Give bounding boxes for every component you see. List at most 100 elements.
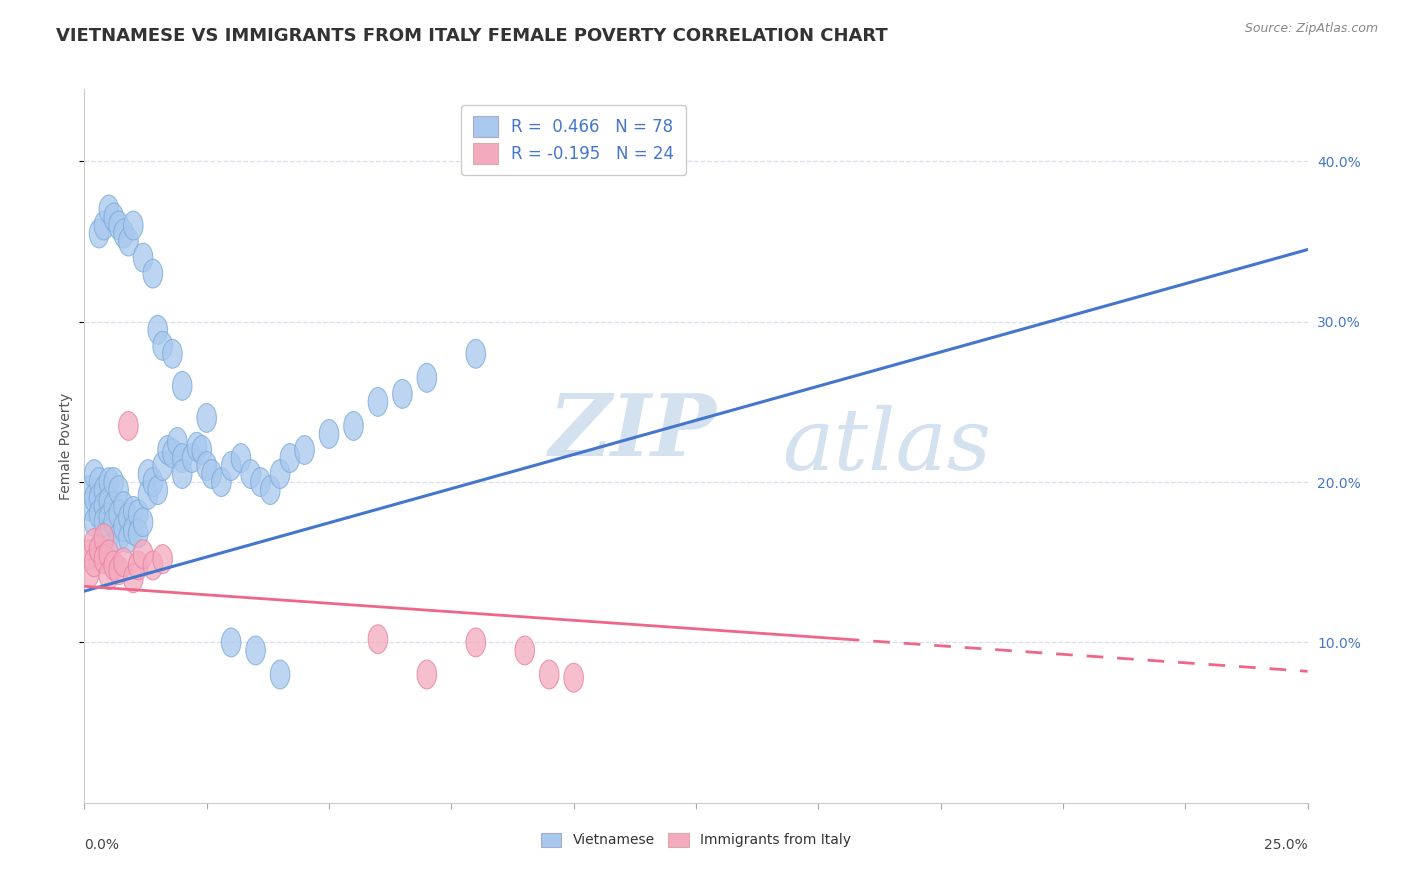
Ellipse shape: [197, 403, 217, 433]
Ellipse shape: [153, 331, 173, 360]
Ellipse shape: [108, 211, 128, 240]
Ellipse shape: [163, 439, 183, 467]
Ellipse shape: [94, 545, 114, 574]
Ellipse shape: [202, 459, 221, 489]
Ellipse shape: [104, 467, 124, 497]
Text: ZIP: ZIP: [550, 390, 717, 474]
Text: Source: ZipAtlas.com: Source: ZipAtlas.com: [1244, 22, 1378, 36]
Ellipse shape: [89, 467, 108, 497]
Ellipse shape: [197, 451, 217, 481]
Ellipse shape: [94, 475, 114, 505]
Text: VIETNAMESE VS IMMIGRANTS FROM ITALY FEMALE POVERTY CORRELATION CHART: VIETNAMESE VS IMMIGRANTS FROM ITALY FEMA…: [56, 27, 889, 45]
Ellipse shape: [143, 260, 163, 288]
Ellipse shape: [183, 443, 202, 473]
Ellipse shape: [89, 500, 108, 529]
Ellipse shape: [108, 524, 128, 553]
Ellipse shape: [211, 467, 231, 497]
Ellipse shape: [515, 636, 534, 665]
Ellipse shape: [153, 451, 173, 481]
Y-axis label: Female Poverty: Female Poverty: [59, 392, 73, 500]
Ellipse shape: [124, 211, 143, 240]
Ellipse shape: [104, 551, 124, 580]
Ellipse shape: [98, 503, 118, 532]
Ellipse shape: [94, 524, 114, 553]
Ellipse shape: [163, 339, 183, 368]
Ellipse shape: [295, 435, 315, 465]
Ellipse shape: [134, 540, 153, 569]
Ellipse shape: [221, 628, 240, 657]
Ellipse shape: [84, 548, 104, 577]
Ellipse shape: [98, 519, 118, 548]
Ellipse shape: [89, 483, 108, 513]
Ellipse shape: [108, 556, 128, 585]
Ellipse shape: [118, 503, 138, 532]
Ellipse shape: [368, 387, 388, 417]
Ellipse shape: [98, 561, 118, 590]
Ellipse shape: [80, 540, 98, 569]
Ellipse shape: [465, 339, 485, 368]
Ellipse shape: [98, 487, 118, 516]
Ellipse shape: [124, 516, 143, 545]
Ellipse shape: [157, 435, 177, 465]
Ellipse shape: [108, 500, 128, 529]
Ellipse shape: [173, 459, 193, 489]
Ellipse shape: [138, 459, 157, 489]
Ellipse shape: [114, 513, 134, 541]
Ellipse shape: [128, 551, 148, 580]
Ellipse shape: [270, 459, 290, 489]
Ellipse shape: [143, 467, 163, 497]
Ellipse shape: [89, 535, 108, 564]
Ellipse shape: [98, 195, 118, 224]
Ellipse shape: [114, 548, 134, 577]
Ellipse shape: [193, 435, 211, 465]
Text: 25.0%: 25.0%: [1264, 838, 1308, 853]
Ellipse shape: [94, 508, 114, 537]
Ellipse shape: [270, 660, 290, 689]
Ellipse shape: [94, 211, 114, 240]
Ellipse shape: [564, 664, 583, 692]
Ellipse shape: [104, 508, 124, 537]
Ellipse shape: [260, 475, 280, 505]
Ellipse shape: [173, 443, 193, 473]
Ellipse shape: [114, 491, 134, 521]
Ellipse shape: [84, 483, 104, 513]
Ellipse shape: [114, 219, 134, 248]
Ellipse shape: [231, 443, 250, 473]
Legend: Vietnamese, Immigrants from Italy: Vietnamese, Immigrants from Italy: [534, 827, 858, 853]
Ellipse shape: [138, 481, 157, 509]
Ellipse shape: [143, 551, 163, 580]
Ellipse shape: [98, 540, 118, 569]
Ellipse shape: [118, 524, 138, 553]
Ellipse shape: [540, 660, 560, 689]
Ellipse shape: [134, 244, 153, 272]
Ellipse shape: [250, 467, 270, 497]
Ellipse shape: [94, 491, 114, 521]
Ellipse shape: [84, 459, 104, 489]
Ellipse shape: [84, 508, 104, 537]
Ellipse shape: [368, 624, 388, 654]
Ellipse shape: [134, 508, 153, 537]
Ellipse shape: [98, 467, 118, 497]
Ellipse shape: [84, 529, 104, 558]
Ellipse shape: [128, 500, 148, 529]
Ellipse shape: [246, 636, 266, 665]
Ellipse shape: [167, 427, 187, 457]
Ellipse shape: [280, 443, 299, 473]
Ellipse shape: [80, 475, 98, 505]
Ellipse shape: [221, 451, 240, 481]
Ellipse shape: [104, 203, 124, 232]
Ellipse shape: [319, 419, 339, 449]
Text: 0.0%: 0.0%: [84, 838, 120, 853]
Ellipse shape: [187, 433, 207, 461]
Ellipse shape: [128, 519, 148, 548]
Text: atlas: atlas: [782, 405, 991, 487]
Ellipse shape: [418, 363, 437, 392]
Ellipse shape: [392, 379, 412, 409]
Ellipse shape: [124, 497, 143, 525]
Ellipse shape: [240, 459, 260, 489]
Ellipse shape: [118, 411, 138, 441]
Ellipse shape: [153, 545, 173, 574]
Ellipse shape: [465, 628, 485, 657]
Ellipse shape: [80, 491, 98, 521]
Ellipse shape: [343, 411, 363, 441]
